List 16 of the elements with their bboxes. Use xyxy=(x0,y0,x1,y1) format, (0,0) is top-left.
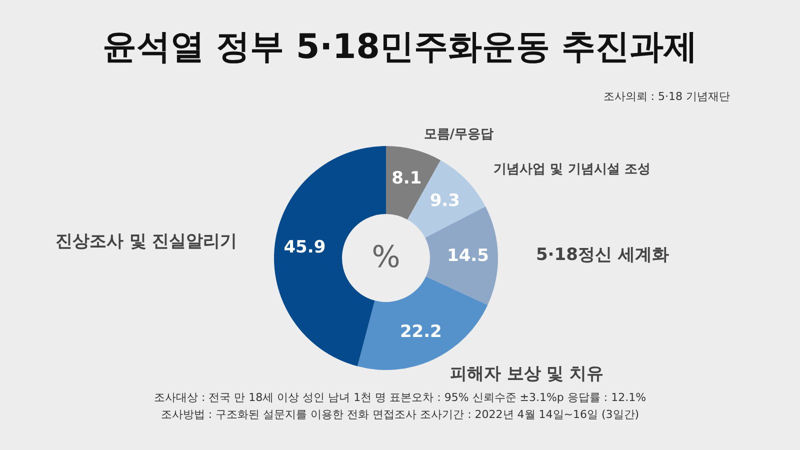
data-label: 22.2 xyxy=(400,322,442,342)
data-label: 45.9 xyxy=(284,237,326,258)
slice-label: 5·18정신 세계화 xyxy=(536,245,669,266)
slice-label: 기념사업 및 기념시설 조성 xyxy=(494,162,650,177)
slice-label: 피해자 보상 및 치유 xyxy=(450,364,604,384)
data-label: 14.5 xyxy=(447,246,489,266)
slice-label: 모름/무응답 xyxy=(424,127,494,142)
data-label: 9.3 xyxy=(430,190,460,211)
text: 조사대상 : 전국 만 18세 이상 성인 남녀 1천 명 표본오차 : 95% 신뢰수준 ±3.1%p 응답률 : 12.1% xyxy=(154,391,646,404)
slice-label: 진상조사 및 진실알리기 xyxy=(55,232,238,252)
chart-title: 윤석열 정부 5·18민주화운동 추진과제 xyxy=(102,27,698,67)
donut-slice xyxy=(425,206,498,306)
text: 조사의뢰 : 5·18 기념재단 xyxy=(603,90,730,103)
text: % xyxy=(372,240,400,275)
data-label: 8.1 xyxy=(392,168,422,189)
text: 조사방법 : 구조화된 설문지를 이용한 전화 면접조사 조사기간 : 2022년 4월 14일~16일 (3일간) xyxy=(160,408,640,421)
